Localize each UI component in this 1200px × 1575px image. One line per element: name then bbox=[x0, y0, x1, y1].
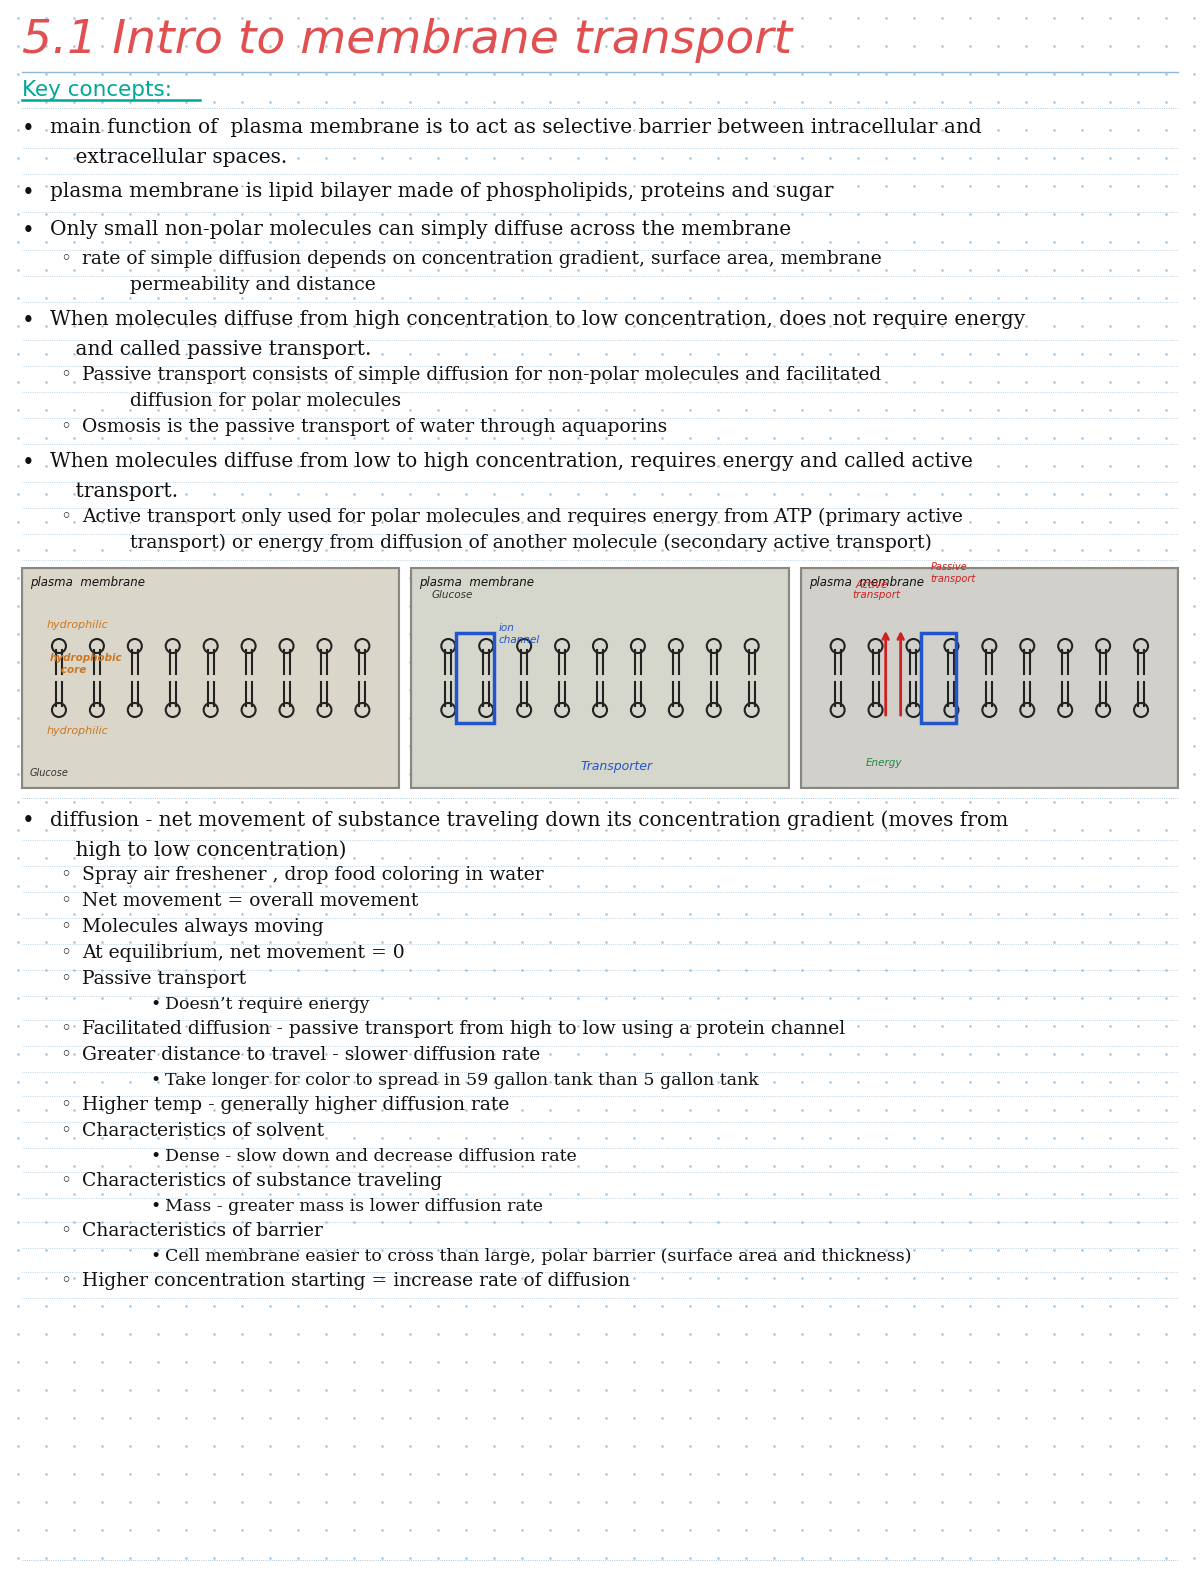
Text: ◦: ◦ bbox=[60, 970, 71, 988]
Text: •: • bbox=[150, 1199, 161, 1214]
Text: plasma  membrane: plasma membrane bbox=[809, 576, 924, 589]
Text: •: • bbox=[150, 1148, 161, 1166]
Text: ◦: ◦ bbox=[60, 1172, 71, 1191]
Text: ◦: ◦ bbox=[60, 866, 71, 884]
Text: ◦: ◦ bbox=[60, 1121, 71, 1140]
Text: plasma  membrane: plasma membrane bbox=[30, 576, 145, 589]
Bar bbox=[24, 570, 397, 786]
Text: high to low concentration): high to low concentration) bbox=[50, 839, 347, 860]
Text: Greater distance to travel - slower diffusion rate: Greater distance to travel - slower diff… bbox=[82, 1046, 540, 1065]
Text: ◦: ◦ bbox=[60, 943, 71, 962]
Text: Molecules always moving: Molecules always moving bbox=[82, 918, 324, 936]
Text: Osmosis is the passive transport of water through aquaporins: Osmosis is the passive transport of wate… bbox=[82, 417, 667, 436]
Text: Net movement = overall movement: Net movement = overall movement bbox=[82, 891, 419, 910]
Text: Glucose: Glucose bbox=[30, 769, 68, 778]
Text: •: • bbox=[22, 118, 35, 140]
Text: Spray air freshener , drop food coloring in water: Spray air freshener , drop food coloring… bbox=[82, 866, 544, 884]
Text: ◦: ◦ bbox=[60, 891, 71, 910]
Text: •: • bbox=[22, 310, 35, 332]
Text: Characteristics of substance traveling: Characteristics of substance traveling bbox=[82, 1172, 442, 1191]
Text: hydrophilic: hydrophilic bbox=[47, 726, 109, 736]
Text: Energy: Energy bbox=[865, 758, 902, 769]
Text: ◦: ◦ bbox=[60, 250, 71, 268]
Text: transport: transport bbox=[853, 591, 901, 600]
Text: Passive transport consists of simple diffusion for non-polar molecules and facil: Passive transport consists of simple dif… bbox=[82, 365, 881, 384]
Bar bbox=[803, 570, 1176, 786]
Text: •: • bbox=[22, 810, 35, 832]
Text: 5.1 Intro to membrane transport: 5.1 Intro to membrane transport bbox=[22, 17, 792, 63]
Text: When molecules diffuse from low to high concentration, requires energy and calle: When molecules diffuse from low to high … bbox=[50, 452, 973, 471]
Text: •: • bbox=[150, 1247, 161, 1265]
Bar bbox=[412, 569, 788, 788]
Text: •: • bbox=[22, 221, 35, 243]
Text: Facilitated diffusion - passive transport from high to low using a protein chann: Facilitated diffusion - passive transpor… bbox=[82, 1021, 845, 1038]
Text: Characteristics of barrier: Characteristics of barrier bbox=[82, 1222, 323, 1240]
Text: •: • bbox=[150, 995, 161, 1013]
Text: plasma  membrane: plasma membrane bbox=[419, 576, 534, 589]
Text: •: • bbox=[22, 452, 35, 474]
Text: Only small non-polar molecules can simply diffuse across the membrane: Only small non-polar molecules can simpl… bbox=[50, 221, 791, 239]
Text: ◦: ◦ bbox=[60, 509, 71, 526]
Text: When molecules diffuse from high concentration to low concentration, does not re: When molecules diffuse from high concent… bbox=[50, 310, 1025, 329]
Text: Key concepts:: Key concepts: bbox=[22, 80, 172, 99]
Text: ◦: ◦ bbox=[60, 1046, 71, 1065]
Text: Cell membrane easier to cross than large, polar barrier (surface area and thickn: Cell membrane easier to cross than large… bbox=[166, 1247, 912, 1265]
Text: Dense - slow down and decrease diffusion rate: Dense - slow down and decrease diffusion… bbox=[166, 1148, 577, 1166]
Text: Transporter: Transporter bbox=[580, 761, 652, 773]
Text: hydrophobic
   core: hydrophobic core bbox=[50, 654, 122, 676]
Text: ◦: ◦ bbox=[60, 1273, 71, 1290]
Text: ◦: ◦ bbox=[60, 1096, 71, 1114]
Text: hydrophilic: hydrophilic bbox=[47, 621, 109, 630]
Text: At equilibrium, net movement = 0: At equilibrium, net movement = 0 bbox=[82, 943, 404, 962]
Text: Characteristics of solvent: Characteristics of solvent bbox=[82, 1121, 324, 1140]
Bar bbox=[413, 570, 787, 786]
Text: and called passive transport.: and called passive transport. bbox=[50, 340, 371, 359]
Bar bbox=[22, 569, 400, 788]
Text: ◦: ◦ bbox=[60, 918, 71, 936]
Text: diffusion for polar molecules: diffusion for polar molecules bbox=[82, 392, 401, 410]
Text: diffusion - net movement of substance traveling down its concentration gradient : diffusion - net movement of substance tr… bbox=[50, 810, 1008, 830]
Text: plasma membrane is lipid bilayer made of phospholipids, proteins and sugar: plasma membrane is lipid bilayer made of… bbox=[50, 183, 834, 202]
Text: transport) or energy from diffusion of another molecule (secondary active transp: transport) or energy from diffusion of a… bbox=[82, 534, 932, 553]
Text: Passive
transport: Passive transport bbox=[931, 562, 976, 584]
Text: rate of simple diffusion depends on concentration gradient, surface area, membra: rate of simple diffusion depends on conc… bbox=[82, 250, 882, 268]
Text: Passive transport: Passive transport bbox=[82, 970, 246, 988]
Text: Take longer for color to spread in 59 gallon tank than 5 gallon tank: Take longer for color to spread in 59 ga… bbox=[166, 1073, 758, 1088]
Text: ◦: ◦ bbox=[60, 365, 71, 384]
Text: •: • bbox=[22, 183, 35, 205]
Text: extracellular spaces.: extracellular spaces. bbox=[50, 148, 287, 167]
Text: Active transport only used for polar molecules and requires energy from ATP (pri: Active transport only used for polar mol… bbox=[82, 509, 962, 526]
Text: ◦: ◦ bbox=[60, 1222, 71, 1240]
Text: ion
channel: ion channel bbox=[498, 624, 540, 646]
Bar bbox=[800, 569, 1178, 788]
Text: Doesn’t require energy: Doesn’t require energy bbox=[166, 995, 370, 1013]
Text: permeability and distance: permeability and distance bbox=[82, 276, 376, 295]
Text: Higher concentration starting = increase rate of diffusion: Higher concentration starting = increase… bbox=[82, 1273, 630, 1290]
Text: main function of  plasma membrane is to act as selective barrier between intrace: main function of plasma membrane is to a… bbox=[50, 118, 982, 137]
Text: transport.: transport. bbox=[50, 482, 178, 501]
Text: ◦: ◦ bbox=[60, 1021, 71, 1038]
Text: Glucose: Glucose bbox=[431, 591, 473, 600]
Text: Higher temp - generally higher diffusion rate: Higher temp - generally higher diffusion… bbox=[82, 1096, 509, 1114]
Text: Mass - greater mass is lower diffusion rate: Mass - greater mass is lower diffusion r… bbox=[166, 1199, 542, 1214]
Text: •: • bbox=[150, 1073, 161, 1088]
Text: ◦: ◦ bbox=[60, 417, 71, 436]
Text: Active: Active bbox=[856, 580, 888, 591]
